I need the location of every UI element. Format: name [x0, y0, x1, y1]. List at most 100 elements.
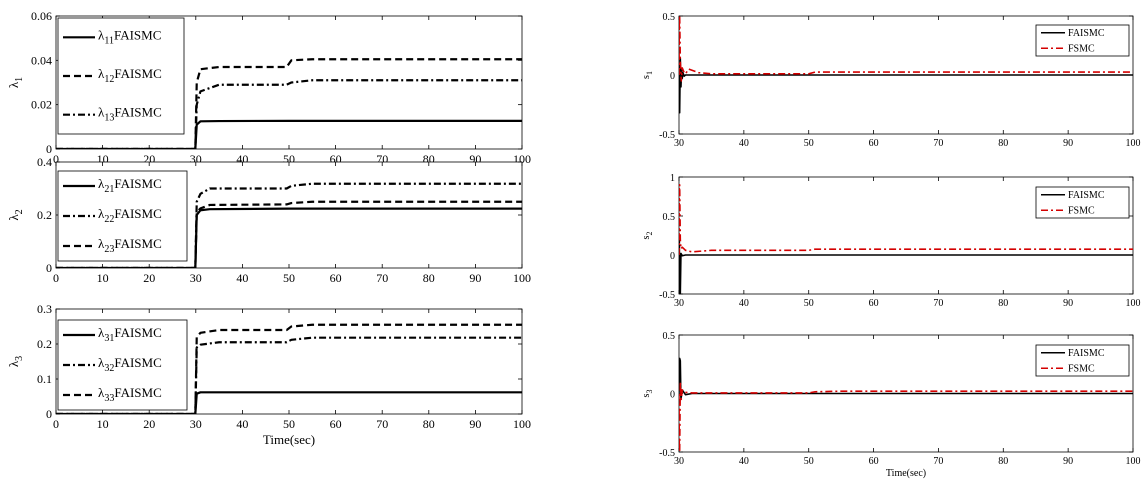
x-tick-label: 50 [283, 417, 295, 431]
x-tick-label: 80 [998, 138, 1008, 149]
y-tick-label: 0 [46, 261, 52, 275]
legend: λ31FAISMC λ32FAISMC λ33FAISMC [57, 319, 188, 411]
legend-box [1035, 24, 1130, 57]
y-tick-label: 0 [670, 71, 675, 82]
x-tick-label: 60 [330, 271, 342, 285]
y-tick-label: 0.4 [37, 155, 52, 169]
series-line-1 [56, 119, 522, 149]
y-axis-label: s3 [641, 390, 654, 398]
series-group [56, 182, 522, 268]
series-group [56, 58, 522, 149]
y-tick-label: -0.5 [659, 448, 675, 459]
legend: λ21FAISMC λ22FAISMC λ23FAISMC [57, 170, 188, 262]
y-axis-label: λ1 [6, 77, 25, 88]
legend: λ11FAISMC λ12FAISMC λ13FAISMC [57, 17, 185, 135]
legend: FAISMC FSMC [1035, 186, 1130, 219]
legend-label-2: λ22FAISMC [98, 206, 162, 225]
chart-panel-6: 30 40 50 60 70 80 90 100 -0.5 0 0.5 s3 Time(sec) FAIS… [641, 331, 1141, 479]
x-axis-label: Time(sec) [263, 432, 315, 447]
legend: FAISMC FSMC [1035, 344, 1130, 377]
x-tick-label: 50 [283, 271, 295, 285]
legend-label-1: λ31FAISMC [98, 325, 162, 344]
x-tick-label: 70 [376, 417, 388, 431]
x-tick-label: 70 [933, 298, 943, 309]
x-tick-label: 60 [869, 138, 879, 149]
legend-label-3: λ13FAISMC [98, 105, 162, 124]
series-line-2 [679, 380, 1133, 452]
x-tick-label: 50 [804, 138, 814, 149]
y-tick-label: 0.06 [31, 9, 52, 23]
series-group [679, 357, 1133, 452]
legend-box [1035, 186, 1130, 219]
chart-panel-1: 0 10 20 30 40 50 60 70 80 90 10000.020.040.06λ1λ11… [6, 9, 531, 166]
x-tick-label: 80 [998, 298, 1008, 309]
x-tick-label: 90 [1063, 138, 1073, 149]
x-tick-label: 30 [674, 456, 684, 467]
series-line-2 [56, 182, 522, 268]
x-tick-label: 10 [97, 417, 109, 431]
x-tick-label: 20 [143, 417, 155, 431]
x-tick-label: 60 [869, 298, 879, 309]
y-tick-label: 0.02 [31, 98, 52, 112]
legend-label-1: λ11FAISMC [98, 27, 161, 46]
x-tick-label: 70 [933, 456, 943, 467]
y-tick-label: 0.5 [663, 12, 676, 23]
x-tick-label: 90 [469, 417, 481, 431]
y-axis-label: s1 [641, 71, 654, 79]
x-axis-label: Time(sec) [886, 468, 926, 479]
y-tick-label: 0.3 [37, 302, 52, 316]
series-line-2 [679, 16, 1133, 82]
y-tick-label: -0.5 [659, 130, 675, 141]
x-tick-label: 80 [423, 417, 435, 431]
chart-panel-3: 0 10 20 30 40 50 60 70 80 90 100 0 0.1 0.2 0.3 λ3 Time(s… [6, 302, 531, 447]
x-tick-label: 40 [236, 271, 248, 285]
x-tick-label: 30 [190, 271, 202, 285]
legend: FAISMC FSMC [1035, 24, 1130, 57]
legend-label-1: FAISMC [1068, 28, 1105, 39]
x-tick-label: 100 [1126, 138, 1141, 149]
y-tick-label: 0.5 [663, 212, 676, 223]
x-tick-label: 30 [674, 138, 684, 149]
legend-label-2: FSMC [1068, 43, 1095, 54]
x-tick-label: 30 [190, 417, 202, 431]
x-tick-label: 40 [236, 417, 248, 431]
x-tick-label: 20 [143, 271, 155, 285]
y-axis-label: λ2 [6, 209, 25, 220]
y-tick-label: 0.2 [37, 337, 52, 351]
x-tick-label: 40 [739, 298, 749, 309]
x-tick-label: 50 [804, 456, 814, 467]
chart-panel-4: 30 40 50 60 70 80 90 100 -0.5 0 0.5 s1 FAISMC FSMC [641, 12, 1141, 149]
x-tick-label: 0 [53, 152, 59, 166]
x-tick-label: 60 [869, 456, 879, 467]
legend-label-1: λ21FAISMC [98, 176, 162, 195]
y-tick-label: -0.5 [659, 290, 675, 301]
legend-label-3: λ33FAISMC [98, 385, 162, 404]
legend-label-3: λ23FAISMC [98, 236, 162, 255]
x-tick-label: 80 [998, 456, 1008, 467]
x-tick-label: 70 [933, 138, 943, 149]
x-tick-label: 0 [53, 271, 59, 285]
series-line-2 [679, 184, 1133, 256]
x-tick-label: 70 [376, 271, 388, 285]
y-axis-label: λ3 [6, 356, 25, 367]
y-axis-label: s2 [641, 232, 654, 240]
y-tick-label: 0 [46, 142, 52, 156]
series-group [56, 323, 522, 414]
y-tick-label: 0.2 [37, 208, 52, 222]
legend-label-1: FAISMC [1068, 348, 1105, 359]
x-tick-label: 100 [513, 417, 531, 431]
y-tick-label: 0 [670, 251, 675, 262]
series-line-3 [56, 323, 522, 414]
x-tick-label: 60 [330, 417, 342, 431]
series-line-3 [56, 79, 522, 149]
y-tick-label: 0 [670, 390, 675, 401]
y-tick-label: 1 [670, 173, 675, 184]
x-tick-label: 80 [423, 271, 435, 285]
legend-label-2: FSMC [1068, 363, 1095, 374]
legend-box [1035, 344, 1130, 377]
legend-label-2: FSMC [1068, 205, 1095, 216]
x-tick-label: 90 [469, 271, 481, 285]
x-tick-label: 10 [97, 271, 109, 285]
y-tick-label: 0.1 [37, 372, 52, 386]
